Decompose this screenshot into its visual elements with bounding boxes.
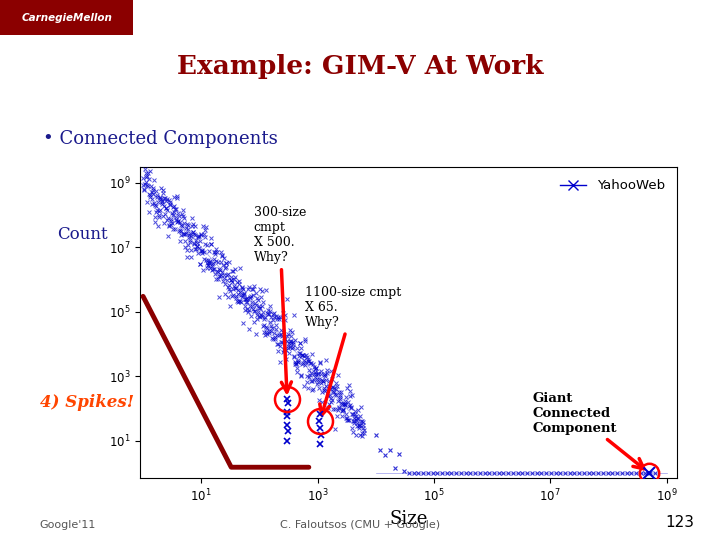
Text: CarnegieMellon: CarnegieMellon <box>21 12 112 23</box>
Text: 123: 123 <box>666 515 695 530</box>
Text: C. Faloutsos (CMU + Google): C. Faloutsos (CMU + Google) <box>280 520 440 530</box>
Text: 4) Spikes!: 4) Spikes! <box>40 394 134 411</box>
Text: Count: Count <box>58 226 108 244</box>
Legend: YahooWeb: YahooWeb <box>554 174 670 198</box>
Text: • Connected Components: • Connected Components <box>43 130 278 147</box>
Text: Giant
Connected
Component: Giant Connected Component <box>533 392 644 469</box>
Text: 1100-size cmpt
X 65.
Why?: 1100-size cmpt X 65. Why? <box>305 286 401 415</box>
Text: Example: GIM-V At Work: Example: GIM-V At Work <box>176 54 544 79</box>
Text: Google'11: Google'11 <box>40 520 96 530</box>
Text: 300-size
cmpt
X 500.
Why?: 300-size cmpt X 500. Why? <box>253 206 306 392</box>
X-axis label: Size: Size <box>390 510 428 528</box>
